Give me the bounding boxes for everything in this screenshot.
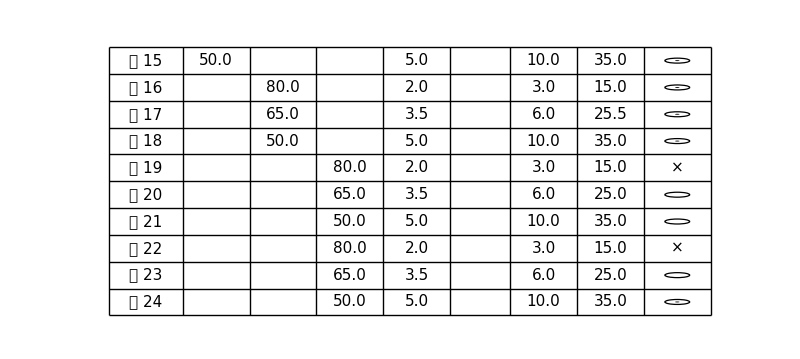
Text: 50.0: 50.0 — [199, 53, 233, 68]
Text: 10.0: 10.0 — [526, 53, 561, 68]
Text: 例 15: 例 15 — [130, 53, 162, 68]
Text: 5.0: 5.0 — [405, 53, 429, 68]
Text: 35.0: 35.0 — [594, 134, 627, 149]
Text: 15.0: 15.0 — [594, 160, 627, 176]
Text: 25.0: 25.0 — [594, 187, 627, 202]
Text: 5.0: 5.0 — [405, 294, 429, 309]
Ellipse shape — [675, 114, 679, 115]
Text: 35.0: 35.0 — [594, 53, 627, 68]
Text: ×: × — [671, 241, 684, 256]
Text: 25.0: 25.0 — [594, 268, 627, 283]
Text: 6.0: 6.0 — [531, 187, 556, 202]
Text: 例 22: 例 22 — [130, 241, 162, 256]
Text: 2.0: 2.0 — [405, 241, 429, 256]
Text: 3.5: 3.5 — [405, 107, 429, 122]
Text: 例 21: 例 21 — [130, 214, 162, 229]
Text: 25.5: 25.5 — [594, 107, 627, 122]
Text: 例 23: 例 23 — [130, 268, 162, 283]
Text: 5.0: 5.0 — [405, 134, 429, 149]
Text: 例 19: 例 19 — [130, 160, 162, 176]
Text: 5.0: 5.0 — [405, 214, 429, 229]
Text: 50.0: 50.0 — [266, 134, 300, 149]
Text: 例 18: 例 18 — [130, 134, 162, 149]
Text: 3.5: 3.5 — [405, 268, 429, 283]
Text: 15.0: 15.0 — [594, 80, 627, 95]
Text: 50.0: 50.0 — [333, 214, 366, 229]
Ellipse shape — [675, 87, 679, 88]
Text: 例 20: 例 20 — [130, 187, 162, 202]
Text: 3.0: 3.0 — [531, 160, 556, 176]
Text: 例 17: 例 17 — [130, 107, 162, 122]
Text: 2.0: 2.0 — [405, 80, 429, 95]
Text: 2.0: 2.0 — [405, 160, 429, 176]
Text: 50.0: 50.0 — [333, 294, 366, 309]
Text: 65.0: 65.0 — [333, 187, 366, 202]
Text: 80.0: 80.0 — [333, 160, 366, 176]
Text: ×: × — [671, 160, 684, 176]
Text: 例 16: 例 16 — [130, 80, 162, 95]
Text: 10.0: 10.0 — [526, 294, 561, 309]
Ellipse shape — [675, 60, 679, 61]
Text: 例 24: 例 24 — [130, 294, 162, 309]
Text: 10.0: 10.0 — [526, 134, 561, 149]
Text: 35.0: 35.0 — [594, 294, 627, 309]
Text: 3.0: 3.0 — [531, 241, 556, 256]
Text: 6.0: 6.0 — [531, 107, 556, 122]
Text: 35.0: 35.0 — [594, 214, 627, 229]
Text: 65.0: 65.0 — [266, 107, 300, 122]
Text: 65.0: 65.0 — [333, 268, 366, 283]
Text: 3.0: 3.0 — [531, 80, 556, 95]
Text: 6.0: 6.0 — [531, 268, 556, 283]
Text: 10.0: 10.0 — [526, 214, 561, 229]
Text: 80.0: 80.0 — [333, 241, 366, 256]
Text: 3.5: 3.5 — [405, 187, 429, 202]
Text: 80.0: 80.0 — [266, 80, 300, 95]
Text: 15.0: 15.0 — [594, 241, 627, 256]
